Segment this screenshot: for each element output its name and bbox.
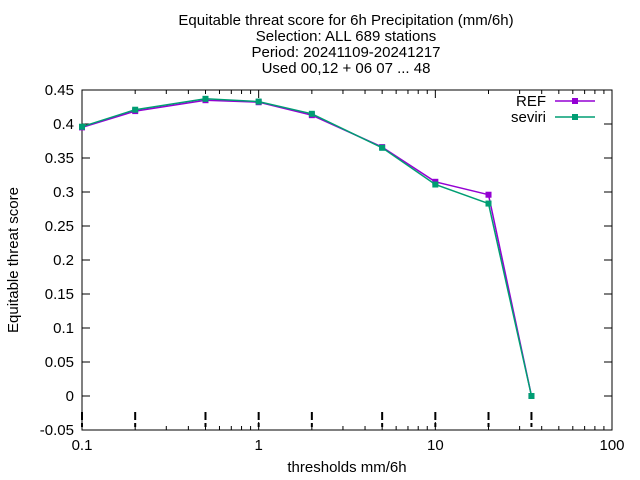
y-tick-label: 0.05 [45,354,74,371]
title-line: Equitable threat score for 6h Precipitat… [178,12,513,29]
legend-label: REF [516,93,546,110]
data-point [132,106,139,113]
title-line: Used 00,12 + 06 07 ... 48 [262,60,431,77]
x-axis-label: thresholds mm/6h [287,459,406,476]
x-tick-label: 10 [427,437,444,454]
data-point [485,191,492,198]
title-line: Selection: ALL 689 stations [256,28,436,45]
y-tick-label: 0.3 [53,184,74,201]
plot-frame [81,89,613,431]
series-line [81,98,533,397]
y-axis: 0.45 0.4 0.35 0.3 0.25 0.2 0.15 0.1 0.05 0 -0.05 [40,82,612,439]
series-line [81,99,533,397]
title-line: Period: 20241109-20241217 [251,44,440,61]
threshold-markers [81,412,533,427]
data-point [202,95,209,102]
data-point [432,181,439,188]
y-tick-label: -0.05 [40,422,74,439]
data-point [379,144,386,151]
x-tick-label: 1 [254,437,262,454]
series [79,95,535,399]
chart-title: Equitable threat score for 6h Precipitat… [178,12,513,77]
y-tick-label: 0.2 [53,252,74,269]
data-point [485,200,492,207]
legend-label: seviri [511,109,546,126]
y-tick-label: 0.25 [45,218,74,235]
y-axis-label: Equitable threat score [5,187,22,333]
data-point [79,123,85,130]
legend-swatch-point [572,98,578,104]
x-tick-label: 0.1 [72,437,93,454]
legend-swatch-point [572,114,578,120]
y-tick-label: 0.45 [45,82,74,99]
x-tick-label: 100 [599,437,624,454]
data-point [528,393,535,399]
y-tick-label: 0.35 [45,150,74,167]
y-tick-label: 0.4 [53,116,74,133]
data-point [255,98,262,105]
y-tick-label: 0.1 [53,320,74,337]
y-tick-label: 0.15 [45,286,74,303]
x-axis: 0.1 1 10 100 [72,90,625,454]
y-tick-label: 0 [66,388,74,405]
data-point [308,110,315,117]
